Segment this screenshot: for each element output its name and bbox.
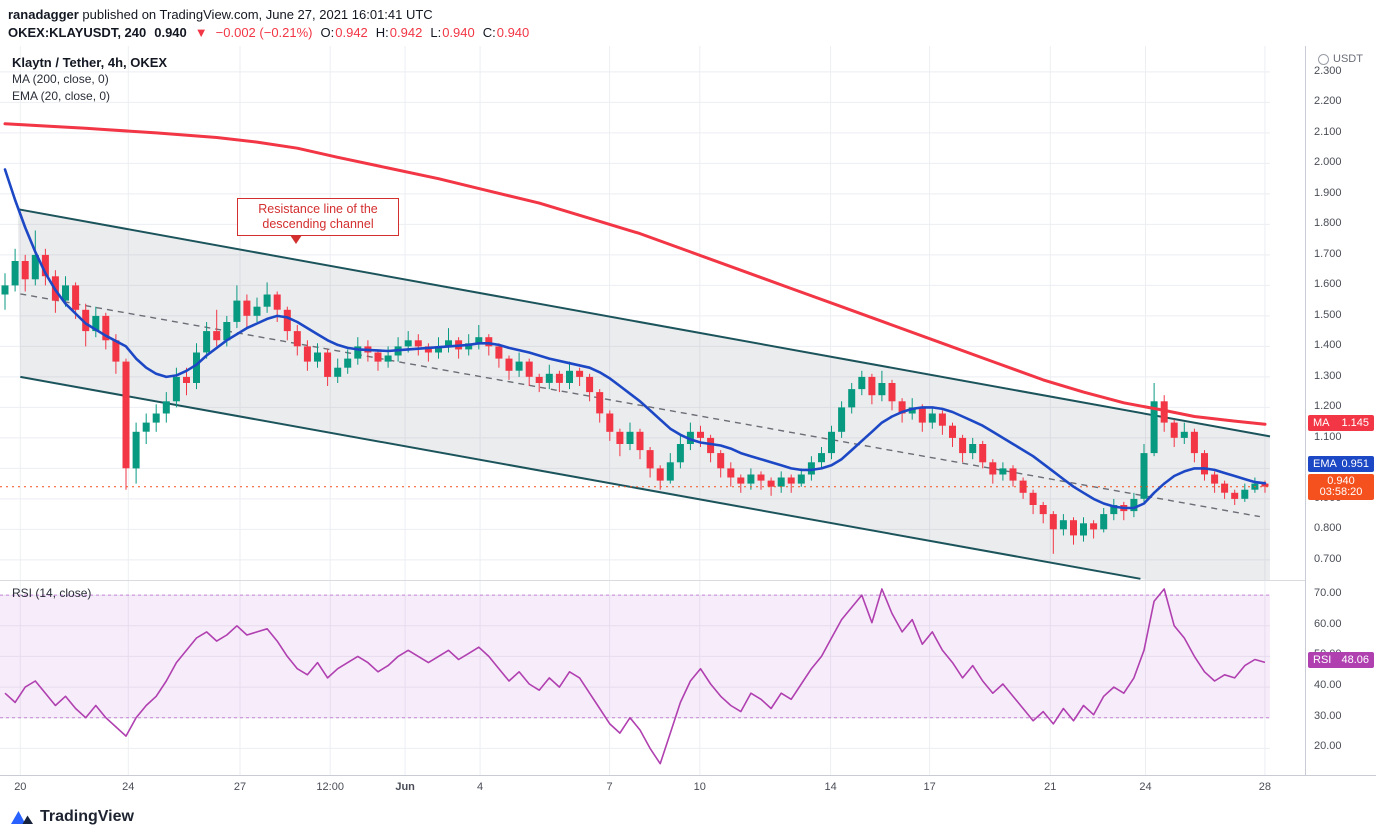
callout-pointer-icon bbox=[290, 235, 302, 244]
price-tick: 2.300 bbox=[1314, 64, 1342, 77]
price-tick: 1.300 bbox=[1314, 369, 1342, 382]
price-tick: 1.500 bbox=[1314, 308, 1342, 321]
price-tick: 1.100 bbox=[1314, 430, 1342, 443]
time-tick: 12:00 bbox=[316, 781, 344, 793]
annotation-line2: descending channel bbox=[262, 217, 374, 231]
currency-icon bbox=[1318, 53, 1329, 65]
time-axis[interactable]: 20 24 27 12:00 Jun 4 7 10 14 17 21 24 28 bbox=[0, 775, 1376, 801]
change-arrow-icon: ▼ bbox=[194, 25, 208, 40]
time-tick: 10 bbox=[693, 781, 706, 793]
price-tick: 1.800 bbox=[1314, 217, 1342, 230]
price-chart-svg[interactable] bbox=[0, 46, 1305, 603]
price-tick: 0.700 bbox=[1314, 552, 1342, 565]
chart-legend: Klaytn / Tether, 4h, OKEX MA (200, close… bbox=[12, 54, 167, 105]
axis-currency: USDT bbox=[1318, 53, 1363, 65]
time-tick: 4 bbox=[476, 781, 484, 793]
price-tick: 1.400 bbox=[1314, 339, 1342, 352]
rsi-pane[interactable] bbox=[0, 580, 1305, 776]
time-tick: 7 bbox=[606, 781, 613, 793]
price-tick: 0.800 bbox=[1314, 522, 1342, 535]
last-price: 0.940 bbox=[154, 25, 187, 40]
time-tick: 20 bbox=[14, 781, 27, 793]
rsi-tick: 60.00 bbox=[1314, 617, 1342, 630]
time-tick: 21 bbox=[1044, 781, 1057, 793]
time-tick: 24 bbox=[122, 781, 135, 793]
tradingview-logo-icon[interactable] bbox=[10, 808, 34, 825]
footer: TradingView bbox=[0, 800, 1376, 833]
tradingview-wordmark[interactable]: TradingView bbox=[40, 807, 134, 825]
price-tick: 1.200 bbox=[1314, 400, 1342, 413]
symbol-row: OKEX:KLAYUSDT, 240 0.940 ▼ −0.002 (−0.21… bbox=[8, 25, 529, 40]
chart-title: Klaytn / Tether, 4h, OKEX bbox=[12, 55, 168, 70]
time-tick: 17 bbox=[923, 781, 936, 793]
rsi-tick: 20.00 bbox=[1314, 740, 1342, 753]
price-tick: 2.000 bbox=[1314, 156, 1342, 169]
price-tick: 2.100 bbox=[1314, 125, 1342, 138]
rsi-tick: 40.00 bbox=[1314, 679, 1342, 692]
rsi-legend: RSI (14, close) bbox=[12, 586, 92, 600]
byline: ranadagger published on TradingView.com,… bbox=[8, 7, 433, 22]
time-tick: 28 bbox=[1258, 781, 1272, 793]
price-tick: 1.900 bbox=[1314, 186, 1342, 199]
time-tick: Jun bbox=[395, 781, 415, 793]
ohlc-low: L: 0.940 bbox=[430, 25, 475, 40]
price-tick: 1.700 bbox=[1314, 247, 1342, 260]
time-tick: 24 bbox=[1139, 781, 1152, 793]
price-change: −0.002 (−0.21%) bbox=[215, 25, 313, 40]
price-tick: 1.600 bbox=[1314, 278, 1342, 291]
author-name: ranadagger bbox=[8, 7, 79, 22]
price-pane[interactable] bbox=[0, 46, 1305, 603]
ema-axis-label: EMA 0.951 bbox=[1308, 456, 1374, 473]
byline-text: published on TradingView.com, June 27, 2… bbox=[78, 7, 433, 22]
time-tick: 14 bbox=[824, 781, 837, 793]
annotation-line1: Resistance line of the bbox=[258, 202, 378, 216]
rsi-tick: 70.00 bbox=[1314, 587, 1342, 600]
price-tick: 2.200 bbox=[1314, 95, 1342, 108]
price-axis[interactable]: USDT MA 1.145 EMA 0.951 0.940 03:58:20 RSI… bbox=[1305, 46, 1376, 775]
ohlc-high: H: 0.942 bbox=[375, 25, 423, 40]
symbol-label: OKEX:KLAYUSDT, 240 bbox=[8, 25, 147, 40]
annotation-callout[interactable]: Resistance line of the descending channe… bbox=[237, 198, 399, 244]
last-price-axis-label: 0.940 03:58:20 bbox=[1308, 473, 1374, 500]
rsi-chart-svg[interactable] bbox=[0, 581, 1305, 776]
ema-legend: EMA (20, close, 0) bbox=[12, 89, 111, 103]
ma-legend: MA (200, close, 0) bbox=[12, 72, 109, 86]
bar-countdown: 03:58:20 bbox=[1319, 485, 1363, 498]
ohlc-open: O: 0.942 bbox=[320, 25, 368, 40]
ohlc-close: C: 0.940 bbox=[482, 25, 530, 40]
ma-axis-label: MA 1.145 bbox=[1308, 415, 1374, 432]
rsi-axis-label: RSI 48.06 bbox=[1308, 652, 1374, 669]
time-tick: 27 bbox=[233, 781, 247, 793]
rsi-tick: 30.00 bbox=[1314, 709, 1342, 722]
